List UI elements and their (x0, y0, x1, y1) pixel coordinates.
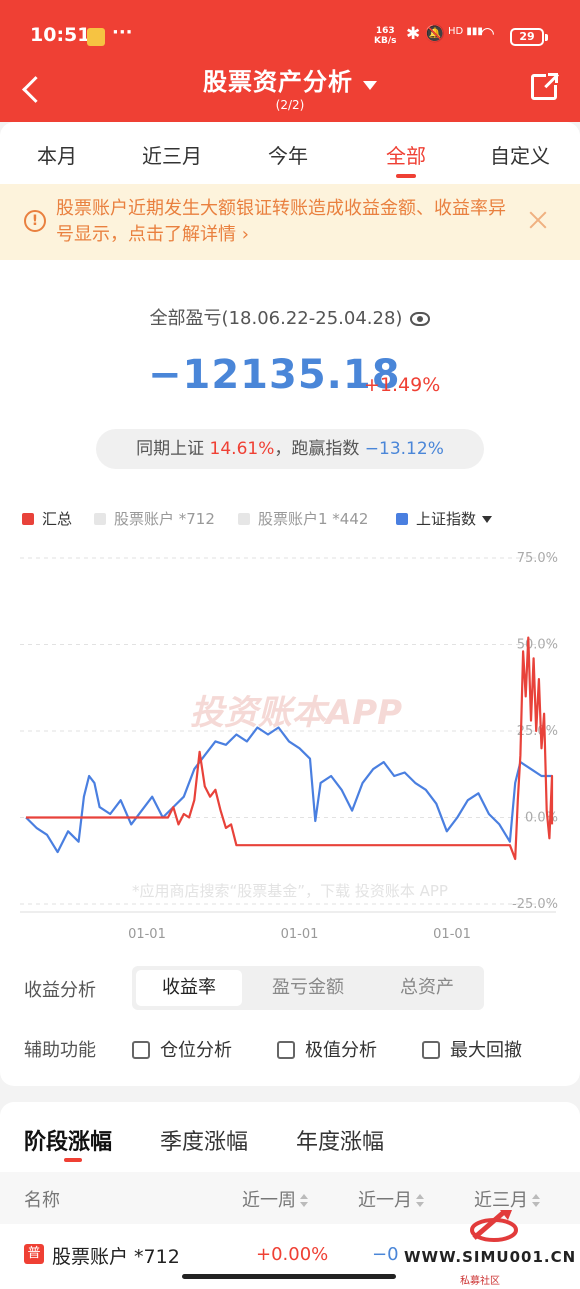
app-header: 股票资产分析 (2/2) (0, 56, 580, 122)
profit-loss-rate: +1.49% (364, 374, 441, 396)
y-tick-label: -25.0% (512, 897, 558, 912)
signal-icon: HD ▮▮▮ (448, 26, 483, 37)
period-tabs: 本月 近三月 今年 全部 自定义 (0, 122, 580, 184)
col-week[interactable]: 近一周 (242, 1186, 308, 1212)
tab-all[interactable]: 全部 (386, 144, 426, 168)
tab-this-month[interactable]: 本月 (37, 144, 77, 168)
tab-year-change[interactable]: 年度涨幅 (296, 1130, 385, 1155)
sort-icon (416, 1194, 424, 1208)
share-icon[interactable] (531, 71, 560, 100)
top-bar: 10:51 ··· 163 KB/s ✱ 🔕 HD ▮▮▮ ◠ 29 股票资产分析… (0, 0, 580, 122)
network-speed: 163 KB/s (374, 26, 397, 46)
chart-watermark-bottom: *应用商店搜索“股票基金”，下载 投资账本 APP (132, 882, 448, 900)
option-pl-amount[interactable]: 盈亏金额 (272, 977, 344, 998)
series-line-total (26, 636, 554, 861)
sort-icon (532, 1194, 540, 1208)
x-tick-label: 01-01 (433, 927, 471, 942)
caret-down-icon (363, 81, 377, 90)
week-change: +0.00% (256, 1244, 329, 1265)
legend-total[interactable]: 汇总 (22, 508, 72, 529)
account-name: 股票账户 *712 (52, 1246, 180, 1268)
analysis-switch: 收益率 盈亏金额 总资产 (132, 966, 484, 1010)
tab-quarter-change[interactable]: 季度涨幅 (160, 1130, 249, 1155)
warning-icon: ! (24, 210, 46, 232)
legend-account-712[interactable]: 股票账户 *712 (94, 508, 215, 529)
col-month[interactable]: 近一月 (358, 1186, 424, 1212)
series-line-sse-index (25, 726, 552, 854)
status-time: 10:51 (30, 24, 91, 46)
checkbox-icon (132, 1041, 150, 1059)
legend-swatch (22, 513, 34, 525)
battery-icon: 29 (510, 28, 548, 46)
site-logo-icon (470, 1210, 518, 1242)
y-tick-label: 50.0% (517, 638, 558, 653)
profit-loss-value: −12135.18 (148, 352, 401, 398)
x-tick-label: 01-01 (281, 927, 319, 942)
period-label: 全部盈亏(18.06.22-25.04.28) (0, 304, 580, 330)
bluetooth-icon: ✱ (406, 24, 421, 44)
stage-change-card: 阶段涨幅 季度涨幅 年度涨幅 名称 近一周 近一月 近三月 普 股票账户 *71… (0, 1102, 580, 1289)
eye-icon[interactable] (410, 312, 431, 326)
aux-label: 辅助功能 (24, 1040, 96, 1061)
checkbox-extreme-analysis[interactable]: 极值分析 (277, 1036, 377, 1062)
tab-custom[interactable]: 自定义 (490, 144, 550, 168)
table-header: 名称 近一周 近一月 近三月 (0, 1172, 580, 1224)
chart-watermark: 投资账本APP (190, 693, 402, 733)
analysis-label: 收益分析 (24, 980, 96, 1001)
legend-swatch (238, 513, 250, 525)
y-tick-label: 25.0% (517, 724, 558, 739)
site-watermark-text: WWW.SIMU001.CN (404, 1248, 577, 1266)
notice-text[interactable]: 股票账户近期发生大额银证转账造成收益金额、收益率异号显示，点击了解详情 › (56, 198, 506, 245)
active-tab-indicator (396, 174, 416, 178)
more-notifications-icon: ··· (112, 22, 133, 43)
page-title: 股票资产分析 (203, 68, 353, 96)
sort-icon (300, 1194, 308, 1208)
checkbox-icon (277, 1041, 295, 1059)
tab-this-year[interactable]: 今年 (268, 144, 308, 168)
site-watermark-sub: 私募社区 (460, 1276, 500, 1287)
home-indicator (182, 1274, 396, 1279)
legend-swatch (94, 513, 106, 525)
close-icon[interactable] (528, 210, 548, 230)
x-tick-label: 01-01 (128, 927, 166, 942)
account-type-badge: 普 (24, 1244, 44, 1264)
mute-bell-icon: 🔕 (424, 24, 446, 44)
caret-down-icon (482, 516, 493, 523)
col-three-months[interactable]: 近三月 (474, 1186, 540, 1212)
returns-chart[interactable]: 75.0%50.0%25.0%0.0%-25.0%01-01 01-01 01-01… (0, 542, 580, 942)
col-name: 名称 (24, 1190, 60, 1211)
chart-legend: 汇总 股票账户 *712 股票账户1 *442 上证指数 (22, 508, 580, 528)
index-compare: 同期上证 14.61%，跑赢指数 −13.12% (96, 429, 484, 469)
checkbox-icon (422, 1041, 440, 1059)
tab-stage-change[interactable]: 阶段涨幅 (24, 1130, 113, 1155)
legend-swatch (396, 513, 408, 525)
option-total-assets[interactable]: 总资产 (400, 977, 454, 998)
notice-banner[interactable]: ! 股票账户近期发生大额银证转账造成收益金额、收益率异号显示，点击了解详情 › (0, 184, 580, 260)
y-tick-label: 75.0% (517, 551, 558, 566)
active-tab-indicator (64, 1158, 82, 1162)
option-return-rate[interactable]: 收益率 (136, 970, 242, 1006)
tab-three-months[interactable]: 近三月 (142, 144, 202, 168)
notification-app-icon (87, 28, 105, 46)
legend-sse-index[interactable]: 上证指数 (396, 508, 493, 529)
main-card: 本月 近三月 今年 全部 自定义 ! 股票账户近期发生大额银证转账造成收益金额、… (0, 122, 580, 1086)
month-change: −0.0 (372, 1244, 398, 1265)
title-dropdown[interactable]: 股票资产分析 (0, 62, 580, 97)
status-bar: 10:51 ··· 163 KB/s ✱ 🔕 HD ▮▮▮ ◠ 29 (0, 0, 580, 60)
legend-account-442[interactable]: 股票账户1 *442 (238, 508, 368, 529)
table-row[interactable]: 普 股票账户 *712 +0.00% −0.0 (0, 1236, 580, 1276)
page-indicator: (2/2) (275, 98, 305, 112)
checkbox-position-analysis[interactable]: 仓位分析 (132, 1036, 232, 1062)
checkbox-max-drawdown[interactable]: 最大回撤 (422, 1036, 522, 1062)
wifi-icon: ◠ (480, 24, 495, 44)
site-watermark: WWW.SIMU001.CN 私募社区 (404, 1208, 580, 1289)
